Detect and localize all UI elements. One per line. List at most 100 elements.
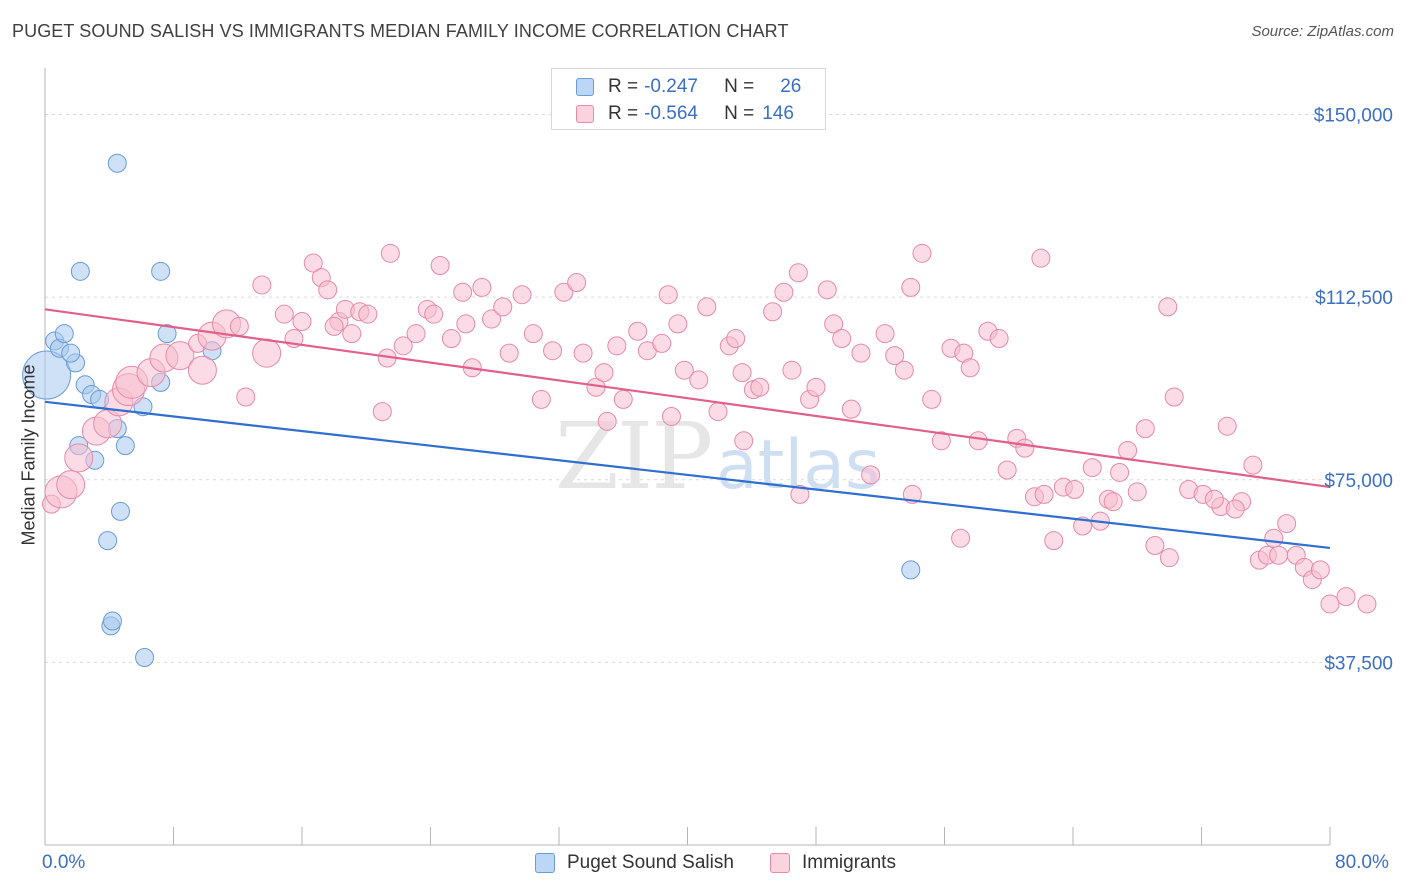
data-point bbox=[318, 280, 338, 300]
data-point bbox=[1264, 528, 1284, 548]
data-point bbox=[1034, 484, 1054, 504]
y-tick-label: $112,500 bbox=[1315, 288, 1393, 309]
legend-swatch-puget bbox=[576, 78, 594, 96]
r-label: R = bbox=[608, 103, 639, 124]
data-point bbox=[1269, 545, 1289, 565]
y-tick-label: $37,500 bbox=[1324, 653, 1393, 674]
data-point bbox=[1065, 480, 1085, 500]
data-point bbox=[817, 280, 837, 300]
data-point bbox=[788, 263, 808, 283]
data-point bbox=[292, 311, 312, 331]
data-point bbox=[303, 253, 323, 273]
data-point bbox=[482, 309, 502, 329]
data-point bbox=[1127, 482, 1147, 502]
data-point bbox=[1031, 248, 1051, 268]
data-point bbox=[573, 343, 593, 363]
data-point bbox=[782, 360, 802, 380]
data-point bbox=[236, 387, 256, 407]
data-point bbox=[543, 341, 563, 361]
legend-item-puget: Puget Sound Salish bbox=[535, 852, 734, 874]
data-point bbox=[252, 338, 282, 368]
chart-title: PUGET SOUND SALISH VS IMMIGRANTS MEDIAN … bbox=[12, 21, 789, 41]
data-point bbox=[763, 302, 783, 322]
axes bbox=[44, 68, 1331, 846]
legend-row-immigrants: R = -0.564 N = 146 bbox=[576, 102, 794, 126]
data-point bbox=[597, 411, 617, 431]
data-point bbox=[56, 470, 86, 500]
data-point bbox=[750, 377, 770, 397]
legend-swatch bbox=[770, 853, 790, 873]
data-point bbox=[1243, 455, 1263, 475]
series-puget-sound-salish bbox=[22, 153, 921, 668]
data-point bbox=[1204, 489, 1224, 509]
data-point bbox=[61, 343, 81, 363]
data-point bbox=[997, 460, 1017, 480]
data-point bbox=[64, 443, 94, 473]
data-point bbox=[726, 329, 746, 349]
data-point bbox=[668, 314, 688, 334]
trend-line bbox=[44, 308, 1331, 489]
data-point bbox=[1320, 594, 1340, 614]
data-point bbox=[732, 363, 752, 383]
r-value: -0.564 bbox=[644, 103, 698, 124]
data-point bbox=[430, 255, 450, 275]
data-point bbox=[806, 377, 826, 397]
data-point bbox=[1073, 516, 1093, 536]
r-value: -0.247 bbox=[644, 76, 698, 97]
data-point bbox=[165, 341, 195, 371]
data-point bbox=[594, 363, 614, 383]
data-point bbox=[674, 360, 694, 380]
grid-lines bbox=[45, 114, 1330, 663]
data-point bbox=[661, 406, 681, 426]
data-point bbox=[613, 389, 633, 409]
data-point bbox=[824, 314, 844, 334]
data-point bbox=[523, 324, 543, 344]
data-point bbox=[1044, 531, 1064, 551]
data-point bbox=[875, 324, 895, 344]
data-point bbox=[951, 528, 971, 548]
y-tick-labels: $37,500 $75,000 $112,500 $150,000 bbox=[1314, 106, 1393, 675]
data-point bbox=[960, 358, 980, 378]
data-point bbox=[151, 261, 171, 281]
x-tick-label-min: 0.0% bbox=[42, 852, 86, 873]
data-point bbox=[1145, 536, 1165, 556]
data-point bbox=[989, 329, 1009, 349]
data-point bbox=[493, 297, 513, 317]
legend-swatch bbox=[535, 853, 555, 873]
source-credit: Source: ZipAtlas.com bbox=[1251, 23, 1394, 40]
data-point bbox=[901, 560, 921, 580]
data-point bbox=[229, 316, 249, 336]
data-point bbox=[607, 336, 627, 356]
data-point bbox=[110, 501, 130, 521]
trend-line bbox=[44, 400, 1331, 550]
y-tick-label: $75,000 bbox=[1324, 471, 1393, 492]
data-point bbox=[1225, 499, 1245, 519]
data-point bbox=[324, 316, 344, 336]
data-point bbox=[851, 343, 871, 363]
data-point bbox=[70, 261, 90, 281]
data-point bbox=[187, 355, 217, 385]
data-point bbox=[885, 346, 905, 366]
n-value: 26 bbox=[780, 76, 802, 97]
legend-row-puget: R = -0.247 N = 26 bbox=[576, 75, 801, 99]
data-point bbox=[1357, 594, 1377, 614]
data-point bbox=[274, 304, 294, 324]
data-point bbox=[931, 431, 951, 451]
data-point bbox=[1135, 419, 1155, 439]
data-point bbox=[912, 243, 932, 263]
data-point bbox=[380, 243, 400, 263]
data-point bbox=[252, 275, 272, 295]
data-point bbox=[406, 324, 426, 344]
data-point bbox=[968, 431, 988, 451]
data-point bbox=[456, 314, 476, 334]
r-label: R = bbox=[608, 76, 639, 97]
n-value: 146 bbox=[762, 103, 794, 124]
watermark-zip: ZIP bbox=[555, 403, 711, 510]
x-tick-label-max: 80.0% bbox=[1335, 852, 1389, 873]
legend-item-immigrants: Immigrants bbox=[770, 852, 896, 874]
data-point bbox=[1103, 492, 1123, 512]
data-point bbox=[790, 484, 810, 504]
data-point bbox=[499, 343, 519, 363]
data-point bbox=[453, 282, 473, 302]
n-label: N = bbox=[724, 103, 755, 124]
